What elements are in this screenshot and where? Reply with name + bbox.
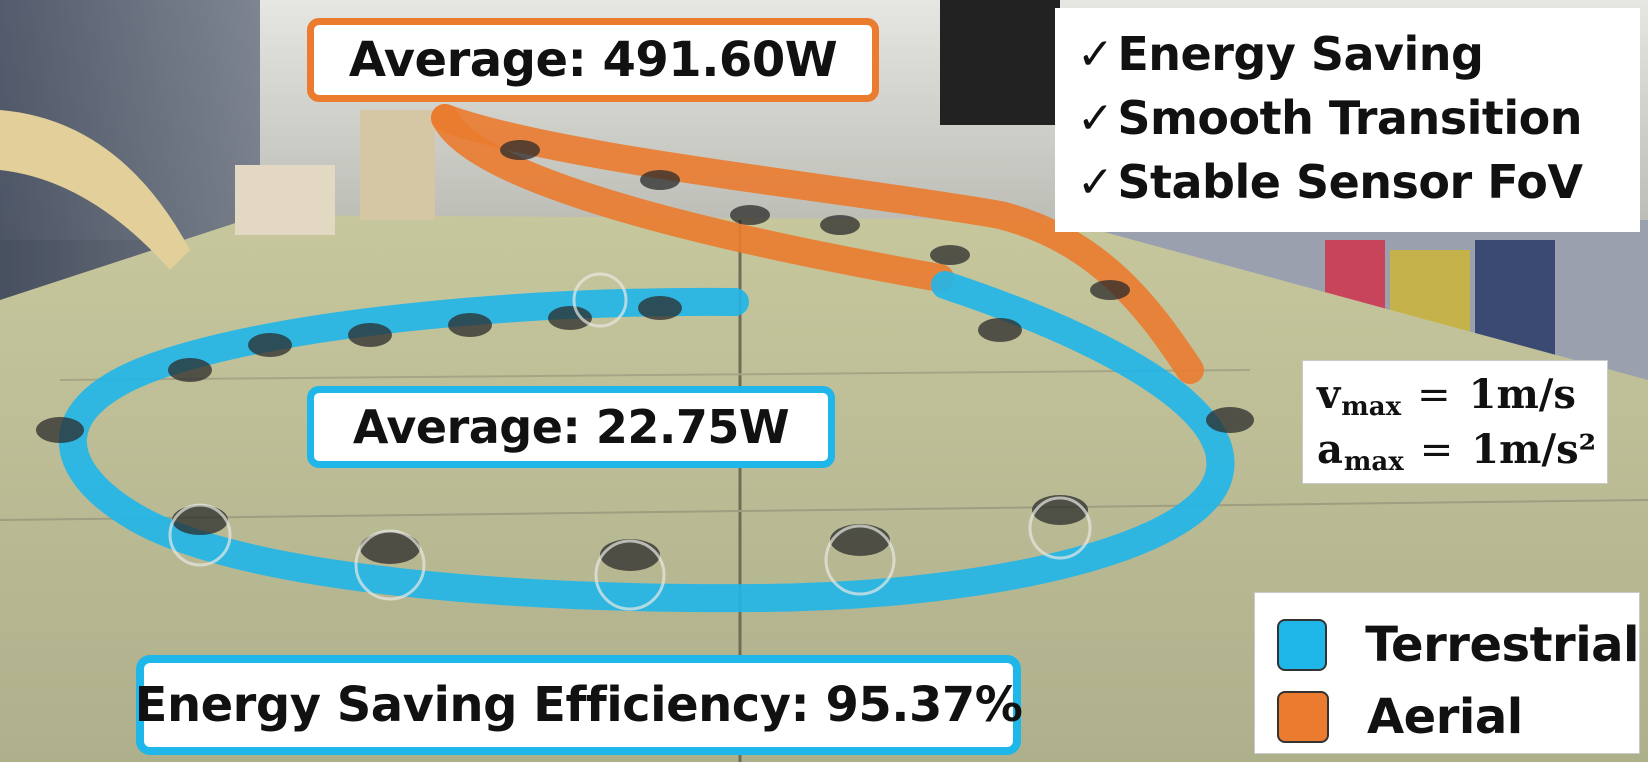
feature-item: ✓ Energy Saving — [1077, 22, 1640, 86]
legend: Terrestrial Aerial — [1254, 592, 1640, 754]
legend-label: Aerial — [1367, 689, 1523, 745]
floor-seam — [0, 499, 1648, 521]
feature-checklist: ✓ Energy Saving ✓ Smooth Transition ✓ St… — [1055, 8, 1640, 232]
check-icon: ✓ — [1077, 92, 1114, 144]
floor-seam — [59, 369, 1251, 381]
velocity-limit: v max = 1m/s — [1317, 367, 1607, 422]
feature-label: Smooth Transition — [1117, 91, 1582, 145]
limit-symbol: a — [1317, 426, 1343, 473]
limit-equals: = — [1419, 426, 1454, 473]
limit-value: 1m/s² — [1471, 426, 1597, 473]
legend-item-terrestrial: Terrestrial — [1277, 609, 1639, 681]
aerial-trajectory — [431, 104, 954, 292]
aerial-swatch — [1277, 691, 1329, 743]
legend-label: Terrestrial — [1365, 617, 1639, 673]
terrestrial-swatch — [1277, 619, 1328, 671]
robot-markers — [36, 140, 1254, 571]
feature-label: Energy Saving — [1117, 27, 1484, 81]
acceleration-limit: a max = 1m/s² — [1317, 422, 1607, 477]
aerial-trajectory — [431, 104, 1204, 384]
check-icon: ✓ — [1077, 156, 1114, 208]
limit-equals: = — [1417, 371, 1451, 418]
limit-subscript: max — [1343, 446, 1404, 477]
crate — [360, 110, 435, 220]
limit-symbol: v — [1317, 371, 1341, 418]
ramp — [0, 110, 190, 270]
check-icon: ✓ — [1077, 28, 1114, 80]
terrestrial-average-label: Average: 22.75W — [307, 386, 835, 468]
aerial-average-label: Average: 491.60W — [307, 18, 879, 102]
limit-value: 1m/s — [1468, 371, 1576, 418]
crate — [235, 165, 335, 235]
dark-panel — [940, 0, 1060, 125]
legend-item-aerial: Aerial — [1277, 681, 1639, 753]
efficiency-label: Energy Saving Efficiency: 95.37% — [135, 655, 1023, 755]
motion-limits: v max = 1m/s a max = 1m/s² — [1302, 360, 1608, 484]
feature-item: ✓ Stable Sensor FoV — [1077, 150, 1640, 214]
feature-item: ✓ Smooth Transition — [1077, 86, 1640, 150]
feature-label: Stable Sensor FoV — [1117, 155, 1583, 209]
wheel-cages — [168, 272, 1092, 611]
floor — [0, 215, 1648, 762]
limit-subscript: max — [1341, 391, 1402, 422]
